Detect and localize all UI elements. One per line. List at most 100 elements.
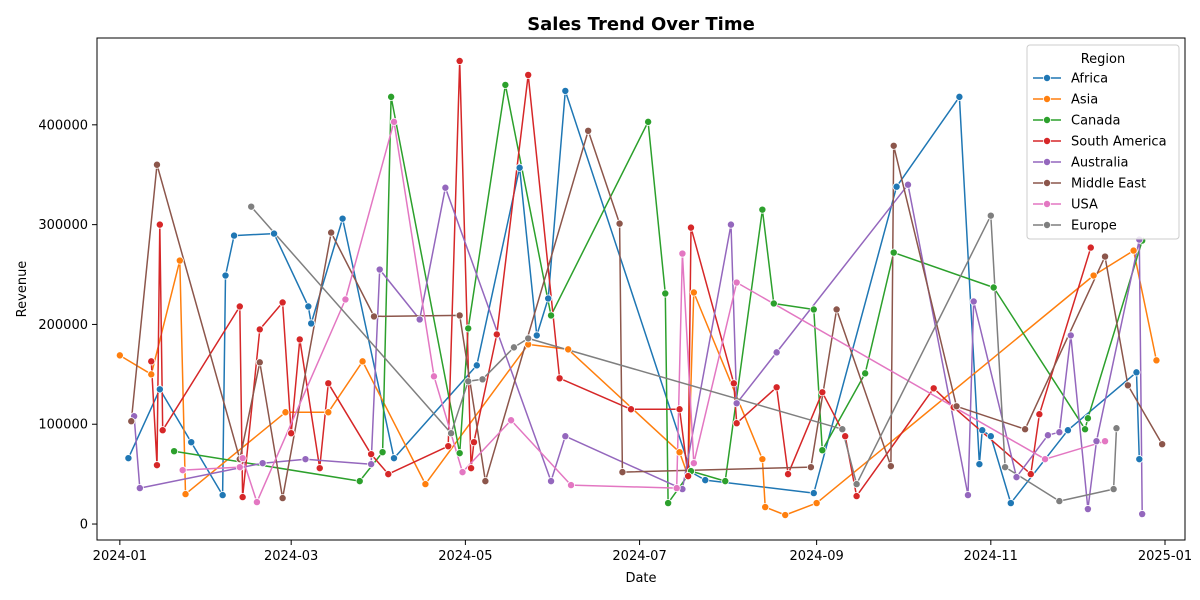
data-point-south-america [469, 438, 478, 447]
data-point-australia [547, 477, 556, 486]
data-point-australia [1138, 510, 1147, 519]
data-point-europe [524, 334, 533, 343]
data-point-australia [1092, 437, 1101, 446]
data-point-south-america [287, 429, 296, 438]
data-point-canada [355, 477, 364, 486]
data-point-africa [221, 271, 230, 280]
data-point-australia [969, 297, 978, 306]
data-point-canada [664, 499, 673, 508]
data-point-australia [258, 459, 267, 468]
legend-label-canada: Canada [1071, 114, 1120, 129]
data-point-usa [178, 466, 187, 475]
data-point-africa [701, 476, 710, 485]
data-point-canada [818, 446, 827, 455]
legend-swatch-marker [1043, 199, 1052, 208]
legend-label-middle-east: Middle East [1071, 177, 1146, 192]
y-tick-label: 300000 [38, 218, 88, 233]
data-point-africa [978, 426, 987, 435]
data-point-canada [861, 369, 870, 378]
data-point-south-america [684, 472, 693, 481]
data-point-africa [472, 361, 481, 370]
legend-swatch-marker [1043, 74, 1052, 83]
data-point-europe [247, 202, 256, 211]
data-point-africa [307, 319, 316, 328]
x-tick-label: 2025-01 [1138, 549, 1192, 564]
data-point-canada [170, 447, 179, 456]
data-point-south-america [147, 357, 156, 366]
data-point-asia [1089, 271, 1098, 280]
data-point-middle-east [127, 417, 136, 426]
legend-swatch-marker [1043, 116, 1052, 125]
data-point-south-america [444, 442, 453, 451]
data-point-south-america [155, 220, 164, 229]
data-point-south-america [818, 388, 827, 397]
data-point-africa [544, 294, 553, 303]
data-point-south-america [627, 405, 636, 414]
data-point-middle-east [152, 160, 161, 169]
data-point-africa [389, 454, 398, 463]
legend-box [1026, 44, 1180, 240]
data-point-canada [455, 449, 464, 458]
data-point-middle-east [327, 228, 336, 237]
data-point-australia [441, 183, 450, 192]
data-point-africa [1132, 368, 1141, 377]
x-tick-label: 2024-03 [264, 549, 318, 564]
data-point-middle-east [1021, 425, 1030, 434]
data-point-canada [721, 477, 730, 486]
data-point-south-america [732, 419, 741, 428]
data-point-south-america [1086, 243, 1095, 252]
data-point-australia [1066, 331, 1075, 340]
data-point-africa [338, 214, 347, 223]
data-point-south-america [278, 298, 287, 307]
legend-label-usa: USA [1071, 198, 1098, 213]
data-point-australia [963, 491, 972, 500]
data-point-australia [1055, 428, 1064, 437]
data-point-asia [324, 408, 333, 417]
plot-area [97, 38, 1185, 540]
legend-label-europe: Europe [1071, 219, 1117, 234]
data-point-australia [415, 315, 424, 324]
y-tick-label: 0 [80, 518, 88, 533]
data-point-europe [1112, 424, 1121, 433]
data-point-usa [567, 481, 576, 490]
data-point-asia [147, 370, 156, 379]
data-point-asia [675, 448, 684, 457]
data-point-middle-east [584, 126, 593, 135]
data-point-usa [429, 372, 438, 381]
data-point-africa [187, 438, 196, 447]
data-point-usa [689, 459, 698, 468]
y-axis-label: Revenue [15, 261, 30, 318]
data-point-middle-east [455, 311, 464, 320]
legend: Region Africa Asia Canada South America Aust… [1026, 44, 1180, 240]
data-point-asia [564, 345, 573, 354]
data-point-africa [892, 182, 901, 191]
data-point-middle-east [1123, 381, 1132, 390]
data-point-canada [378, 448, 387, 457]
legend-label-africa: Africa [1071, 72, 1108, 87]
data-point-south-america [238, 493, 247, 502]
data-point-europe [447, 429, 456, 438]
data-point-australia [1083, 505, 1092, 514]
data-point-africa [955, 92, 964, 101]
legend-label-south-america: South America [1071, 135, 1167, 150]
legend-swatch-marker [1043, 136, 1052, 145]
data-point-europe [1055, 497, 1064, 506]
data-point-south-america [324, 379, 333, 388]
legend-swatch-marker [1043, 178, 1052, 187]
data-point-south-america [852, 492, 861, 501]
data-point-asia [1152, 356, 1161, 365]
data-point-south-america [784, 470, 793, 479]
data-point-south-america [686, 223, 695, 232]
data-point-canada [464, 324, 473, 333]
x-tick-label: 2024-01 [93, 549, 147, 564]
data-point-asia [758, 455, 767, 464]
data-point-europe [1001, 463, 1010, 472]
data-point-south-america [929, 384, 938, 393]
data-point-canada [989, 283, 998, 292]
data-point-south-america [235, 302, 244, 311]
legend-swatch-marker [1043, 95, 1052, 104]
data-point-south-america [1035, 410, 1044, 419]
data-point-south-america [524, 70, 533, 79]
data-point-south-america [295, 335, 304, 344]
data-point-australia [367, 460, 376, 469]
